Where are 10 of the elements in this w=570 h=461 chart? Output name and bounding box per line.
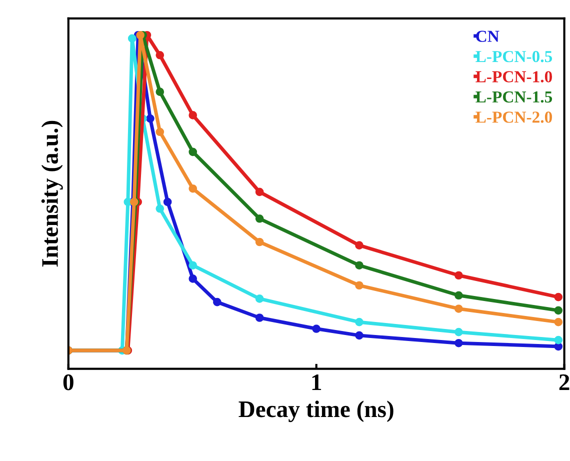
x-tick-label: 2 [559,374,570,390]
legend-label: L-PCN-1.0 [476,71,552,82]
x-axis-title: Decay time (ns) [238,400,394,422]
y-axis-title: Intensity (a.u.) [41,120,63,267]
x-tick-label: 0 [63,374,74,390]
legend-label: L-PCN-0.5 [476,50,552,62]
legend-label: L-PCN-1.5 [476,91,552,103]
x-tick-label: 1 [312,374,322,390]
legend-label: L-PCN-2.0 [476,112,552,123]
legend-label: CN [476,30,500,42]
